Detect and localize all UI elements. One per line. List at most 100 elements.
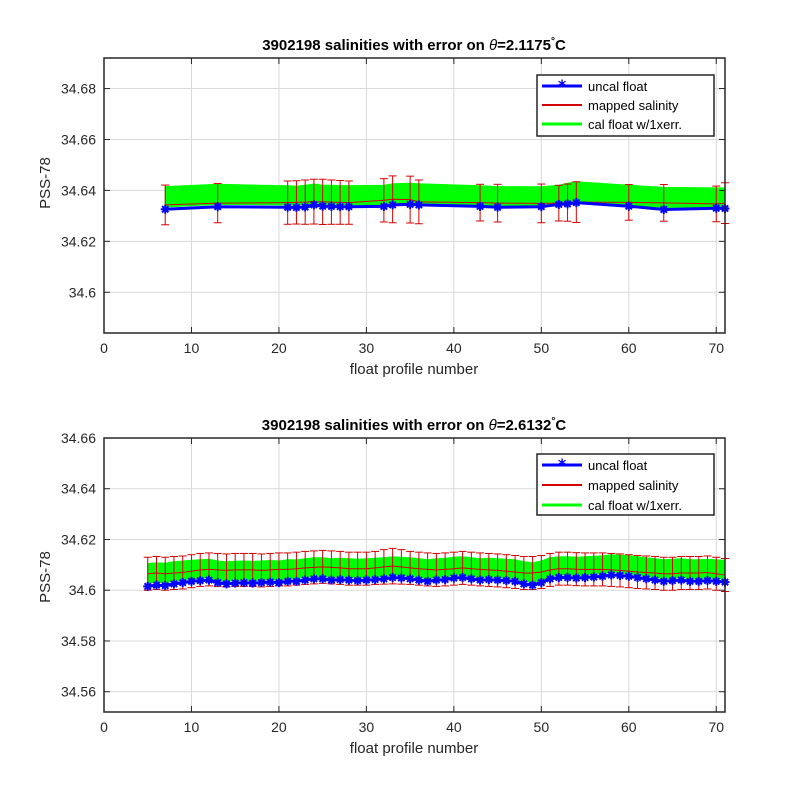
bottom-uncal-point xyxy=(659,576,669,586)
top-error-bar xyxy=(659,184,668,222)
top-error-bar xyxy=(388,175,397,224)
top-ytick-label: 34.64 xyxy=(61,182,96,198)
top-error-bar xyxy=(283,180,292,225)
bottom-xtick-label: 30 xyxy=(359,719,375,735)
top-uncal-point xyxy=(300,202,310,212)
bottom-uncal-point xyxy=(186,576,196,586)
top-xtick-label: 70 xyxy=(708,340,724,356)
top-cal-band xyxy=(164,181,726,209)
bottom-uncal-point xyxy=(370,575,380,585)
top-uncal-point xyxy=(309,200,319,210)
top-uncal-point xyxy=(414,200,424,210)
top-uncal-point xyxy=(318,201,328,211)
bottom-error-bar xyxy=(624,554,633,589)
top-chart-panel: 0 10 20 30 40 50 60 7034.634.6234.6434.6634.68 … xyxy=(37,36,730,378)
bottom-uncal-point xyxy=(160,581,170,591)
bottom-uncal-point xyxy=(510,576,520,586)
top-uncal-point xyxy=(563,199,573,209)
bottom-uncal-point xyxy=(326,575,336,585)
top-ytick-label: 34.68 xyxy=(61,81,96,97)
top-uncal-point xyxy=(379,201,389,211)
top-uncal-point xyxy=(160,204,170,214)
top-xtick-label: 50 xyxy=(534,340,550,356)
top-chart-xlabel: float profile number xyxy=(350,361,478,378)
bottom-uncal-point xyxy=(151,580,161,590)
bottom-xtick-label: 60 xyxy=(621,719,637,735)
bottom-uncal-point xyxy=(230,578,240,588)
top-uncal-point xyxy=(711,203,721,213)
bottom-chart-panel: 0 10 20 30 40 50 60 70 34.56 34.58 34.6 34.62 34.64 3… xyxy=(37,416,730,757)
bottom-xtick-label: 0 xyxy=(100,719,108,735)
bottom-uncal-point xyxy=(519,579,529,589)
bottom-uncal-point xyxy=(204,575,214,585)
bottom-uncal-point xyxy=(274,578,284,588)
bottom-uncal-point xyxy=(633,573,643,583)
bottom-ytick-label: 34.58 xyxy=(61,633,96,649)
bottom-uncal-point xyxy=(598,571,608,581)
bottom-legend-uncal-label: uncal float xyxy=(588,458,648,473)
bottom-uncal-point xyxy=(431,575,441,585)
top-xtick-label: 40 xyxy=(446,340,462,356)
bottom-error-bar xyxy=(633,554,642,589)
bottom-uncal-point xyxy=(641,574,651,584)
bottom-legend-mapped-label: mapped salinity xyxy=(588,478,679,493)
bottom-uncal-point xyxy=(405,574,415,584)
bottom-uncal-point xyxy=(335,575,345,585)
bottom-error-bar xyxy=(616,553,625,588)
bottom-uncal-point xyxy=(344,575,354,585)
bottom-uncal-point xyxy=(711,576,721,586)
bottom-uncal-point xyxy=(309,574,319,584)
top-uncal-point xyxy=(659,205,669,215)
bottom-uncal-point xyxy=(353,576,363,586)
top-legend-cal-label: cal float w/1xerr. xyxy=(588,117,682,132)
bottom-uncal-point xyxy=(536,578,546,588)
top-xtick-label: 30 xyxy=(359,340,375,356)
bottom-chart-axes: 0 10 20 30 40 50 60 70 34.56 34.58 34.6 34.62 34.64 3… xyxy=(61,430,726,735)
bottom-ytick-label: 34.62 xyxy=(61,531,96,547)
top-chart-legend: * uncal float mapped salinity cal float … xyxy=(536,74,715,137)
bottom-uncal-point xyxy=(475,575,485,585)
bottom-uncal-point xyxy=(143,581,153,591)
top-xtick-label: 20 xyxy=(271,340,287,356)
bottom-uncal-point xyxy=(615,571,625,581)
bottom-uncal-point xyxy=(396,573,406,583)
bottom-xtick-label: 70 xyxy=(708,719,724,735)
top-error-bar xyxy=(379,178,388,223)
bottom-uncal-point xyxy=(484,575,494,585)
top-chart-ylabel: PSS-78 xyxy=(37,157,54,209)
top-uncal-point xyxy=(291,202,301,212)
bottom-uncal-point xyxy=(318,574,328,584)
bottom-uncal-point xyxy=(300,575,310,585)
top-uncal-point xyxy=(554,199,564,209)
bottom-chart-legend: * uncal float mapped salinity cal float … xyxy=(536,453,715,516)
bottom-uncal-point xyxy=(178,578,188,588)
bottom-xtick-label: 20 xyxy=(271,719,287,735)
bottom-uncal-point xyxy=(580,573,590,583)
top-uncal-point xyxy=(536,202,546,212)
bottom-chart-ylabel: PSS-78 xyxy=(37,551,54,603)
top-uncal-point xyxy=(405,199,415,209)
bottom-uncal-point xyxy=(213,578,223,588)
bottom-uncal-point xyxy=(239,578,249,588)
bottom-uncal-point xyxy=(501,576,511,586)
top-legend-uncal-marker: * xyxy=(558,76,567,95)
bottom-uncal-point xyxy=(606,570,616,580)
top-legend-mapped-label: mapped salinity xyxy=(588,98,679,113)
bottom-uncal-point xyxy=(414,575,424,585)
top-uncal-point xyxy=(571,198,581,208)
bottom-uncal-point xyxy=(545,574,555,584)
top-xtick-label: 0 xyxy=(100,340,108,356)
top-ytick-label: 34.62 xyxy=(61,233,96,249)
bottom-uncal-point xyxy=(694,576,704,586)
top-ytick-label: 34.6 xyxy=(69,284,96,300)
bottom-uncal-point xyxy=(265,577,275,587)
top-error-bar xyxy=(292,180,301,225)
bottom-uncal-point xyxy=(668,576,678,586)
bottom-error-bar xyxy=(642,555,651,590)
bottom-uncal-point xyxy=(554,573,564,583)
bottom-uncal-point xyxy=(291,576,301,586)
top-error-bar xyxy=(301,179,310,225)
top-uncal-point xyxy=(493,202,503,212)
bottom-uncal-point xyxy=(195,576,205,586)
